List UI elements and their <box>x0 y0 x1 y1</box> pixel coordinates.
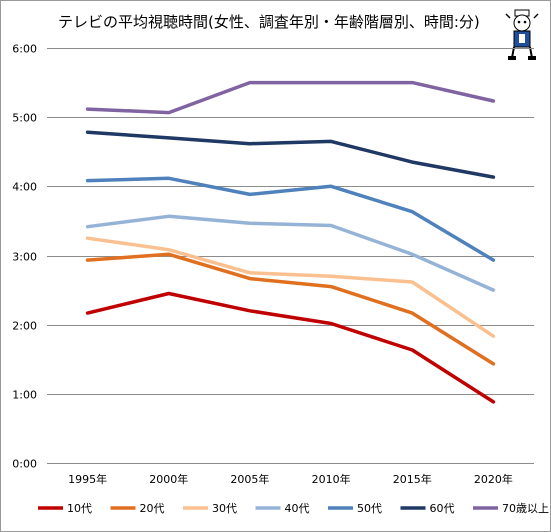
legend-label: 20代 <box>140 502 165 515</box>
x-tick-label: 2005年 <box>230 472 269 486</box>
series-line <box>85 130 496 179</box>
x-tick-label: 1995年 <box>68 472 107 486</box>
legend-label: 10代 <box>67 502 92 515</box>
series-line <box>85 176 496 262</box>
series-line <box>85 252 496 366</box>
legend-label: 60代 <box>430 502 455 515</box>
y-tick-label: 2:00 <box>12 320 37 333</box>
y-tick-label: 4:00 <box>12 181 37 194</box>
series-line <box>85 214 496 292</box>
y-tick-label: 6:00 <box>12 43 37 56</box>
y-tick-label: 0:00 <box>12 458 37 471</box>
x-tick-label: 2000年 <box>149 472 188 486</box>
x-tick-label: 2015年 <box>393 472 432 486</box>
legend-label: 50代 <box>357 502 382 515</box>
y-tick-label: 3:00 <box>12 251 37 264</box>
y-tick-label: 5:00 <box>12 112 37 125</box>
series-line <box>85 236 496 338</box>
series-line <box>85 80 496 115</box>
chart-title: テレビの平均視聴時間(女性、調査年別・年齢階層別、時間:分) <box>58 13 480 31</box>
legend-label: 30代 <box>212 502 237 515</box>
y-tick-label: 1:00 <box>12 389 37 402</box>
plot-area: 0:00 1:00 2:00 3:00 4:00 5:00 6:00 1995年 2000年 20… <box>12 43 534 486</box>
x-tick-label: 2010年 <box>312 472 351 486</box>
legend-label: 40代 <box>285 502 310 515</box>
series-line <box>85 291 496 404</box>
legend-label: 70歳以上 <box>502 502 549 515</box>
x-tick-label: 2020年 <box>474 472 513 486</box>
legend: 10代 20代 30代 40代 50代 60代 70歳以上 <box>38 502 549 515</box>
